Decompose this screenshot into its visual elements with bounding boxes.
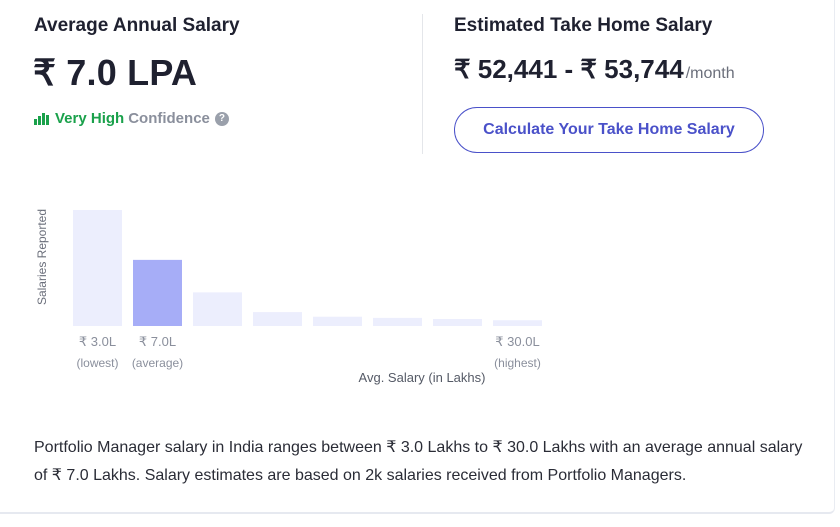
- chart-bar: [73, 210, 122, 326]
- take-home-unit: /month: [685, 65, 735, 82]
- chart-tick-note: (average): [132, 356, 183, 370]
- chart-tick-label: ₹ 30.0L: [495, 334, 539, 349]
- average-salary-title: Average Annual Salary: [34, 15, 240, 36]
- calculate-take-home-button[interactable]: Calculate Your Take Home Salary: [454, 107, 764, 153]
- confidence-indicator: Very High Confidence ?: [34, 110, 229, 127]
- take-home-salary: ₹ 52,441 - ₹ 53,744 /month: [454, 54, 735, 85]
- chart-tick-note: (lowest): [76, 356, 118, 370]
- vertical-divider: [422, 14, 423, 154]
- confidence-label: Confidence: [128, 110, 210, 127]
- chart-bar: [493, 320, 542, 326]
- chart-tick-label: ₹ 3.0L: [79, 334, 116, 349]
- chart-bar: [373, 317, 422, 326]
- salary-card: Average Annual Salary ₹ 7.0 LPA Very Hig…: [0, 0, 835, 514]
- chart-tick-note: (highest): [494, 356, 541, 370]
- take-home-range: ₹ 52,441 - ₹ 53,744: [454, 54, 684, 84]
- chart-bar: [253, 312, 302, 326]
- average-salary-amount: ₹ 7.0 LPA: [33, 52, 198, 93]
- chart-bar-average: [133, 259, 182, 326]
- confidence-level: Very High: [55, 110, 125, 127]
- salary-description: Portfolio Manager salary in India ranges…: [34, 439, 803, 484]
- bar-chart-icon: [34, 112, 49, 125]
- chart-bar: [313, 316, 362, 326]
- help-icon[interactable]: ?: [214, 111, 229, 126]
- chart-tick-label: ₹ 7.0L: [139, 334, 176, 349]
- chart-bar: [193, 292, 242, 326]
- chart-x-axis-label: Avg. Salary (in Lakhs): [358, 370, 486, 385]
- take-home-title: Estimated Take Home Salary: [454, 15, 713, 36]
- chart-bar: [433, 319, 482, 326]
